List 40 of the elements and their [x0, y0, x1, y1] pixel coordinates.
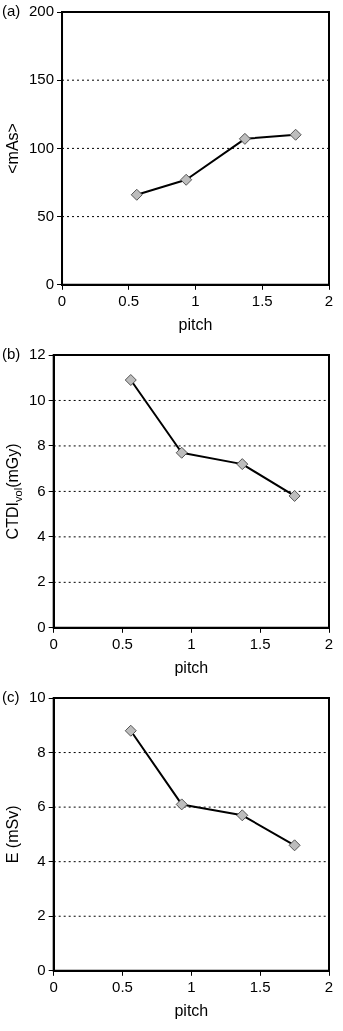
y-tick-label: 4 — [37, 527, 46, 545]
y-axis-title: E (mSv) — [4, 805, 22, 864]
x-tick-label: 2 — [324, 977, 334, 995]
y-tick-label: 10 — [29, 688, 46, 706]
x-tick-label: 1 — [191, 291, 200, 309]
x-tick-label: 0.5 — [112, 634, 133, 652]
y-tick-label: 12 — [29, 345, 46, 363]
y-tick-label: 150 — [29, 70, 55, 88]
x-axis-title: pitch — [174, 658, 209, 676]
y-tick-label: 6 — [37, 797, 46, 815]
y-tick-label: 2 — [37, 906, 46, 924]
x-tick-label: 0.5 — [118, 291, 140, 309]
x-tick-label: 1 — [187, 634, 196, 652]
x-tick-label: 2 — [324, 291, 334, 309]
x-tick-label: 0.5 — [112, 977, 133, 995]
y-tick-label: 0 — [37, 617, 46, 635]
chart-title: (c) — [2, 688, 20, 706]
y-tick-label: 50 — [37, 206, 55, 224]
chart-title: (a) — [2, 2, 21, 20]
y-tick-label: 2 — [37, 572, 46, 590]
y-tick-label: 8 — [37, 436, 46, 454]
y-tick-label: 8 — [37, 742, 46, 760]
y-tick-label: 0 — [45, 274, 55, 292]
y-tick-label: 4 — [37, 851, 46, 869]
x-tick-label: 1 — [187, 977, 196, 995]
y-tick-label: 0 — [37, 960, 46, 978]
x-axis-title: pitch — [174, 1001, 209, 1019]
y-tick-label: 6 — [37, 481, 46, 499]
x-tick-label: 1.5 — [249, 977, 271, 995]
x-tick-label: 1.5 — [251, 291, 273, 309]
y-tick-label: 200 — [29, 2, 55, 20]
y-axis-title: <mAs> — [4, 123, 22, 174]
x-tick-label: 1.5 — [249, 634, 271, 652]
y-tick-label: 10 — [29, 390, 46, 408]
y-axis-title: CTDIvol(mGy) — [4, 443, 24, 540]
y-tick-label: 100 — [29, 138, 55, 156]
x-tick-label: 0 — [57, 291, 67, 309]
x-axis-title: pitch — [178, 315, 213, 333]
x-tick-label: 2 — [324, 634, 334, 652]
chart-title: (b) — [2, 345, 21, 363]
